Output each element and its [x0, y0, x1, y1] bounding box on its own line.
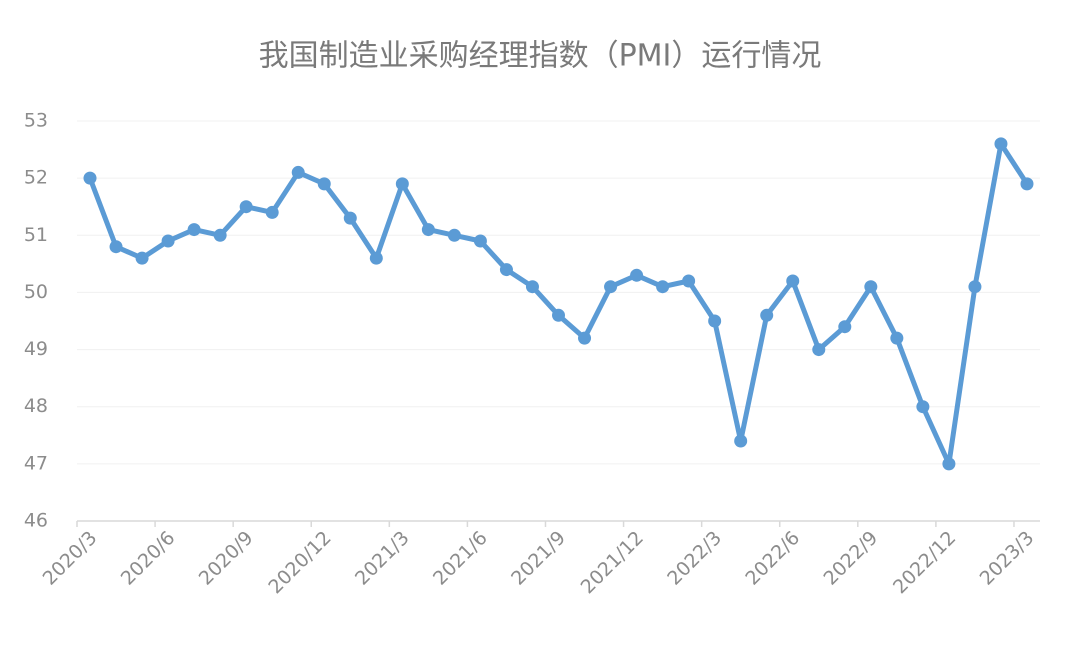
y-tick-label: 52: [24, 167, 48, 189]
marker: [552, 308, 565, 322]
y-tick-label: 46: [24, 510, 48, 532]
y-tick-label: 48: [24, 395, 48, 417]
marker: [135, 251, 149, 265]
marker: [838, 320, 852, 334]
x-tick-label: 2022/12: [889, 527, 960, 598]
x-tick-label: 2022/3: [663, 527, 726, 590]
x-tick-label: 2021/12: [577, 527, 648, 598]
marker: [421, 223, 435, 237]
x-tick-label: 2022/6: [741, 527, 804, 590]
y-tick-label: 47: [24, 452, 48, 474]
marker: [578, 331, 592, 345]
marker: [343, 211, 357, 225]
marker: [890, 331, 904, 345]
marker: [994, 137, 1008, 151]
marker: [1020, 177, 1034, 191]
marker: [83, 171, 97, 185]
marker: [369, 251, 383, 265]
marker: [812, 343, 826, 357]
marker: [187, 223, 201, 237]
marker: [968, 280, 982, 294]
x-tick-label: 2020/9: [195, 527, 258, 590]
marker: [265, 205, 279, 219]
marker: [447, 228, 461, 242]
marker: [161, 234, 175, 248]
marker: [864, 280, 878, 294]
marker: [499, 263, 513, 277]
y-tick-label: 50: [24, 281, 48, 303]
marker: [291, 165, 305, 179]
x-tick-label: 2020/12: [264, 527, 335, 598]
marker: [916, 400, 930, 414]
marker: [682, 274, 696, 288]
marker: [213, 228, 227, 242]
x-tick-label: 2022/9: [819, 527, 882, 590]
marker: [656, 280, 670, 294]
marker: [395, 177, 409, 191]
x-tick-label: 2020/3: [39, 527, 102, 590]
marker: [708, 314, 722, 328]
marker: [760, 308, 774, 322]
marker: [604, 280, 618, 294]
y-tick-label: 51: [24, 224, 48, 246]
y-tick-label: 49: [24, 338, 48, 360]
x-tick-label: 2021/6: [429, 527, 492, 590]
x-tick-label: 2023/3: [976, 527, 1039, 590]
marker: [525, 280, 539, 294]
chart-title: 我国制造业采购经理指数（PMI）运行情况: [259, 39, 822, 74]
x-tick-label: 2021/9: [507, 527, 570, 590]
marker: [630, 268, 644, 282]
x-tick-label: 2020/6: [117, 527, 180, 590]
marker: [786, 274, 800, 288]
marker: [239, 200, 253, 214]
y-tick-label: 53: [24, 110, 48, 132]
marker: [109, 240, 123, 254]
marker: [734, 434, 748, 448]
marker: [317, 177, 331, 191]
marker: [942, 457, 956, 471]
line: [87, 141, 1030, 467]
x-tick-label: 2021/3: [351, 527, 414, 590]
marker: [473, 234, 487, 248]
